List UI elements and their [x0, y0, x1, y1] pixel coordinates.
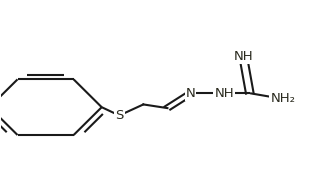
Text: NH: NH [234, 50, 254, 63]
Text: N: N [185, 87, 195, 100]
Text: S: S [115, 109, 124, 122]
Text: NH₂: NH₂ [270, 92, 295, 105]
Text: NH: NH [214, 87, 234, 100]
